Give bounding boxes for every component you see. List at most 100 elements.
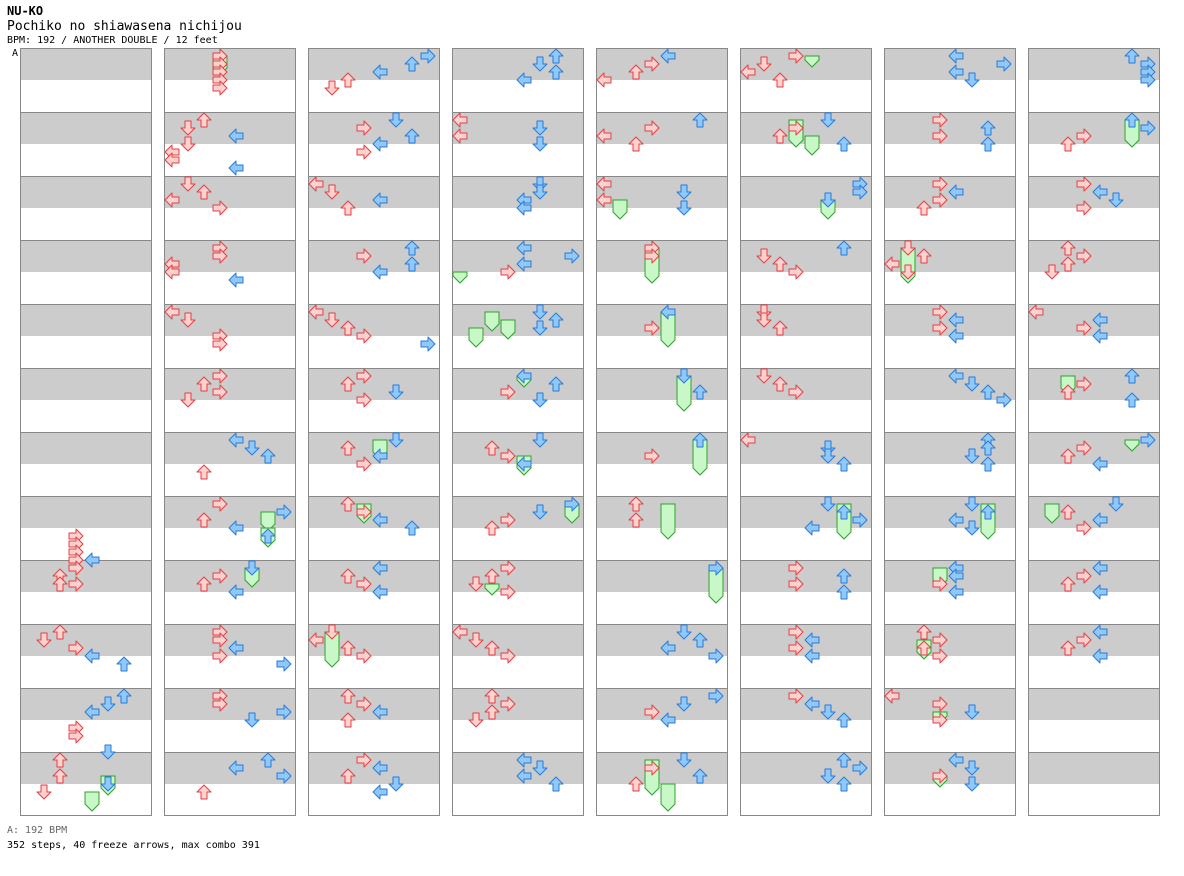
beat-band <box>20 768 152 784</box>
beat-band <box>308 320 440 336</box>
down-arrow-note <box>900 240 916 256</box>
beat-band <box>164 448 296 464</box>
up-arrow-note <box>260 752 276 768</box>
beat-band <box>884 240 1016 256</box>
right-arrow-note <box>420 48 436 64</box>
right-arrow-note <box>644 760 660 776</box>
left-arrow-note <box>372 512 388 528</box>
up-arrow-note <box>1060 576 1076 592</box>
freeze-arrow <box>660 503 676 540</box>
down-arrow-note <box>36 784 52 800</box>
down-arrow-note <box>180 176 196 192</box>
right-arrow-note <box>356 144 372 160</box>
down-arrow-note <box>756 368 772 384</box>
up-arrow-note <box>484 640 500 656</box>
beat-band <box>20 176 152 192</box>
left-arrow-note <box>228 432 244 448</box>
left-arrow-note <box>804 520 820 536</box>
beat-band <box>164 576 296 592</box>
left-arrow-note <box>740 64 756 80</box>
beat-band <box>20 448 152 464</box>
beat-band <box>884 320 1016 336</box>
up-arrow-note <box>116 656 132 672</box>
left-arrow-note <box>948 328 964 344</box>
down-arrow-note <box>532 120 548 136</box>
up-arrow-note <box>52 768 68 784</box>
beat-band <box>740 560 872 576</box>
down-arrow-note <box>820 192 836 208</box>
up-arrow-note <box>548 312 564 328</box>
down-arrow-note <box>244 560 260 576</box>
down-arrow-note <box>964 376 980 392</box>
right-arrow-note <box>932 768 948 784</box>
up-arrow-note <box>628 64 644 80</box>
left-arrow-note <box>804 648 820 664</box>
up-arrow-note <box>980 440 996 456</box>
right-arrow-note <box>212 696 228 712</box>
up-arrow-note <box>260 528 276 544</box>
left-arrow-note <box>596 192 612 208</box>
up-arrow-note <box>196 512 212 528</box>
beat-band <box>164 368 296 384</box>
up-arrow-note <box>772 72 788 88</box>
down-arrow-note <box>532 504 548 520</box>
left-arrow-note <box>1092 560 1108 576</box>
beat-band <box>1028 192 1160 208</box>
beat-band <box>308 240 440 256</box>
up-arrow-note <box>116 688 132 704</box>
up-arrow-note <box>1060 640 1076 656</box>
left-arrow-note <box>596 72 612 88</box>
up-arrow-note <box>548 776 564 792</box>
up-arrow-note <box>836 136 852 152</box>
right-arrow-note <box>212 648 228 664</box>
beat-band <box>740 704 872 720</box>
beat-band <box>308 48 440 64</box>
down-arrow-note <box>964 776 980 792</box>
beat-band <box>740 576 872 592</box>
freeze-arrow <box>1124 439 1140 452</box>
beat-band <box>1028 496 1160 512</box>
left-arrow-note <box>228 520 244 536</box>
bpm-marker-label: A <box>12 48 19 59</box>
up-arrow-note <box>52 624 68 640</box>
down-arrow-note <box>964 496 980 512</box>
left-arrow-note <box>660 48 676 64</box>
down-arrow-note <box>324 312 340 328</box>
beat-band <box>596 256 728 272</box>
up-arrow-note <box>980 120 996 136</box>
beat-band <box>20 384 152 400</box>
left-arrow-note <box>164 152 180 168</box>
up-arrow-note <box>836 776 852 792</box>
down-arrow-note <box>100 744 116 760</box>
beat-band <box>164 624 296 640</box>
beat-band <box>20 128 152 144</box>
beat-band <box>308 256 440 272</box>
beat-band <box>164 48 296 64</box>
left-arrow-note <box>516 456 532 472</box>
up-arrow-note <box>628 512 644 528</box>
up-arrow-note <box>484 568 500 584</box>
beat-band <box>452 432 584 448</box>
down-arrow-note <box>676 624 692 640</box>
beat-band <box>884 128 1016 144</box>
up-arrow-note <box>772 320 788 336</box>
up-arrow-note <box>916 624 932 640</box>
left-arrow-note <box>660 640 676 656</box>
up-arrow-note <box>692 384 708 400</box>
beat-band <box>740 368 872 384</box>
beat-band <box>164 192 296 208</box>
up-arrow-note <box>340 320 356 336</box>
right-arrow-note <box>932 304 948 320</box>
right-arrow-note <box>644 56 660 72</box>
beat-band <box>164 752 296 768</box>
right-arrow-note <box>1076 176 1092 192</box>
left-arrow-note <box>516 200 532 216</box>
beat-band <box>884 256 1016 272</box>
right-arrow-note <box>1076 376 1092 392</box>
beat-band <box>164 496 296 512</box>
column-border <box>308 48 440 816</box>
column-border <box>20 48 152 816</box>
right-arrow-note <box>500 648 516 664</box>
left-arrow-note <box>1092 184 1108 200</box>
beat-band <box>884 176 1016 192</box>
